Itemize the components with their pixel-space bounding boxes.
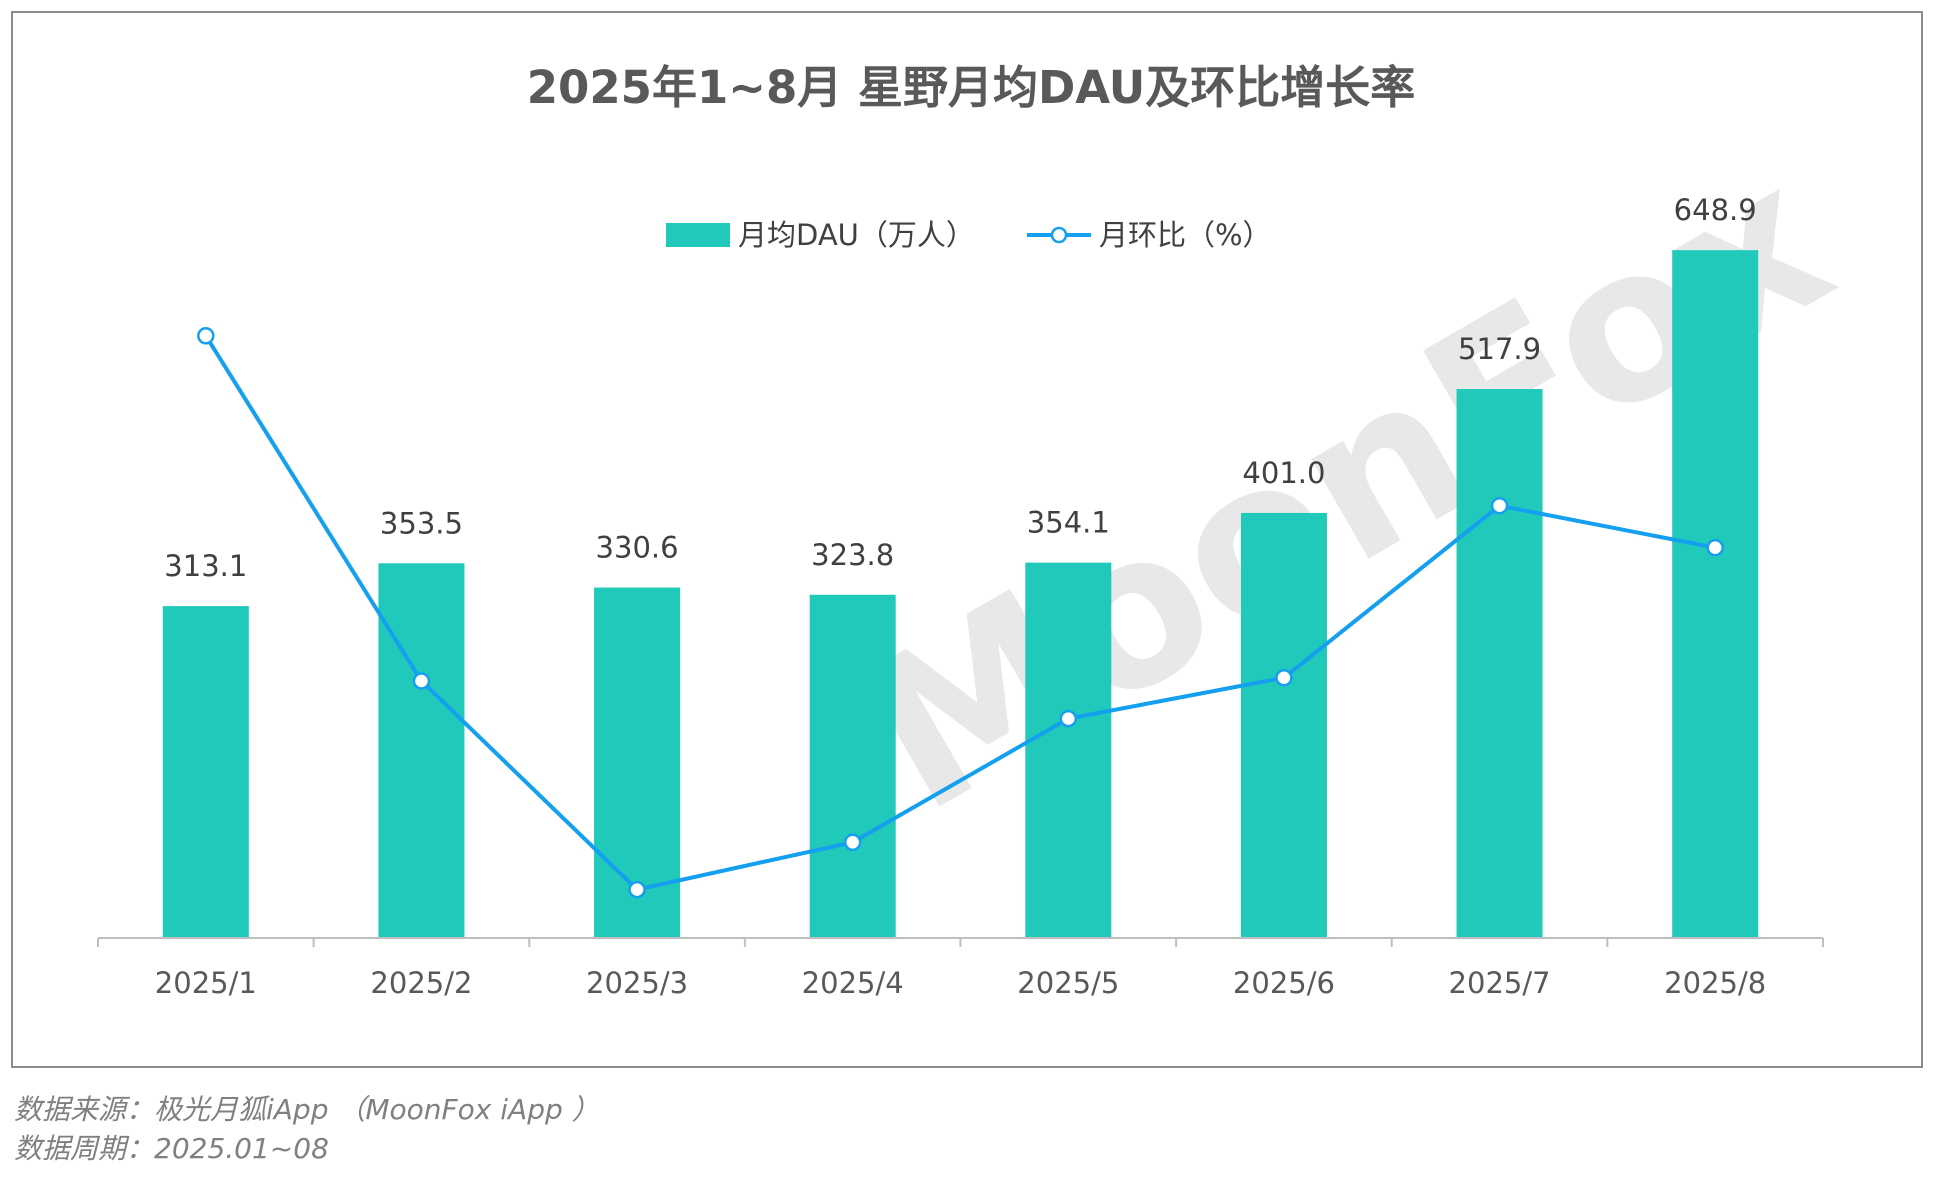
x-axis: 2025/1 2025/2 2025/3 2025/4 2025/5 2025/6 2025… — [97, 937, 1824, 1000]
data-source-note: 数据来源：极光月狐iApp （MoonFox iApp ） — [14, 1093, 600, 1126]
data-label-2025/1: 313.1 — [164, 549, 247, 583]
chart-frame: MoonFox 2025年1~8月 星野月均DAU及环比增长率 月均DAU（万人… — [11, 11, 1923, 1068]
x-tick-label-2025/1: 2025/1 — [155, 966, 257, 1000]
data-period-note: 数据周期：2025.01~08 — [14, 1132, 329, 1165]
legend-bar-swatch — [666, 223, 730, 247]
bar-2025/5 — [1025, 562, 1112, 938]
x-tick-label-2025/6: 2025/6 — [1233, 966, 1335, 1000]
data-label-2025/3: 330.6 — [596, 531, 679, 565]
mom-point-2025/5 — [1059, 709, 1078, 728]
data-label-2025/2: 353.5 — [380, 506, 463, 540]
bar-series — [162, 250, 1759, 938]
x-tick-label-2025/7: 2025/7 — [1449, 966, 1551, 1000]
mom-point-2025/3 — [628, 880, 646, 899]
mom-point-2025/4 — [843, 833, 862, 852]
mom-point-2025/7 — [1490, 496, 1509, 515]
x-tick-label-2025/2: 2025/2 — [370, 966, 472, 1000]
data-label-2025/6: 401.0 — [1242, 456, 1325, 490]
legend-line-label: 月环比（%） — [1099, 218, 1272, 252]
bar-2025/1 — [162, 606, 249, 938]
chart-svg: MoonFox 2025年1~8月 星野月均DAU及环比增长率 月均DAU（万人… — [97, 61, 1867, 1000]
data-label-2025/4: 323.8 — [811, 538, 894, 572]
legend-line-marker — [1050, 226, 1068, 244]
chart-title: 2025年1~8月 星野月均DAU及环比增长率 — [527, 61, 1416, 114]
footer: 数据来源：极光月狐iApp （MoonFox iApp ） 数据周期：2025.… — [14, 1090, 600, 1168]
legend: 月均DAU（万人） 月环比（%） — [666, 218, 1272, 252]
x-tick-label-2025/3: 2025/3 — [586, 966, 688, 1000]
bar-2025/7 — [1456, 389, 1543, 938]
data-label-2025/7: 517.9 — [1458, 332, 1541, 366]
line-series — [197, 327, 1724, 899]
mom-growth-line — [204, 334, 1716, 892]
bar-2025/4 — [809, 594, 896, 938]
data-label-2025/8: 648.9 — [1674, 193, 1757, 227]
bar-2025/8 — [1672, 250, 1759, 938]
bar-data-labels: 313.1 353.5 330.6 323.8 354.1 401.0 517.9 648.9 — [164, 193, 1756, 583]
x-tick-label-2025/8: 2025/8 — [1664, 966, 1766, 1000]
data-label-2025/5: 354.1 — [1027, 506, 1110, 540]
x-tick-label-2025/4: 2025/4 — [802, 966, 904, 1000]
bar-2025/3 — [594, 587, 681, 938]
mom-point-2025/2 — [412, 672, 431, 690]
x-tick-label-2025/5: 2025/5 — [1017, 966, 1119, 1000]
legend-bar-label: 月均DAU（万人） — [738, 218, 975, 252]
mom-point-2025/1 — [197, 327, 215, 345]
mom-point-2025/6 — [1275, 669, 1293, 687]
bar-2025/2 — [378, 563, 465, 938]
bar-2025/6 — [1240, 512, 1327, 938]
mom-point-2025/8 — [1706, 538, 1724, 557]
